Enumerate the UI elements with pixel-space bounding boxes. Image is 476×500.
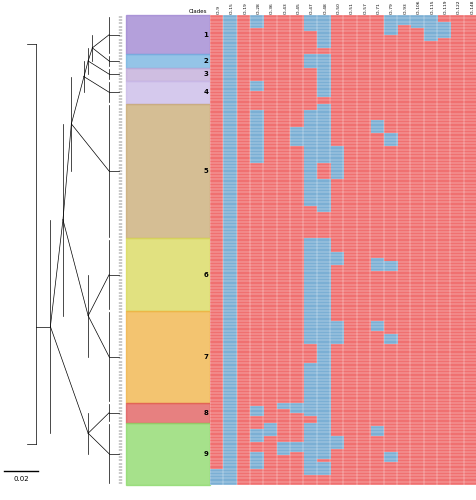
Text: Oi-71: Oi-71: [376, 2, 380, 14]
Text: 5: 5: [203, 168, 208, 174]
Text: Oi-36: Oi-36: [269, 2, 273, 14]
Text: 8: 8: [203, 410, 208, 416]
Text: Oi-15: Oi-15: [229, 2, 233, 14]
Bar: [126, 104, 209, 238]
Text: Oi-57: Oi-57: [363, 2, 367, 14]
Text: Oi-47: Oi-47: [309, 2, 313, 14]
Text: Oi-119: Oi-119: [443, 0, 446, 14]
Text: Oi-148: Oi-148: [469, 0, 473, 14]
Text: Oi-51: Oi-51: [349, 2, 353, 14]
Text: 9: 9: [203, 451, 208, 457]
Text: Oi-19: Oi-19: [243, 2, 247, 14]
Text: 7: 7: [203, 354, 208, 360]
Text: Oi-48: Oi-48: [323, 2, 327, 14]
Text: 3: 3: [203, 71, 208, 77]
Bar: [126, 238, 209, 311]
Bar: [126, 80, 209, 104]
Text: Oi-122: Oi-122: [456, 0, 460, 14]
Text: Oi-45: Oi-45: [296, 2, 300, 14]
Text: Clades: Clades: [188, 9, 207, 14]
Text: Oi-106: Oi-106: [416, 0, 420, 14]
Text: 1: 1: [203, 32, 208, 38]
Bar: [126, 54, 209, 68]
Bar: [126, 422, 209, 485]
Text: Oi-79: Oi-79: [389, 2, 393, 14]
Text: Oi-43: Oi-43: [283, 2, 287, 14]
Text: 0.02: 0.02: [13, 476, 29, 482]
Bar: [126, 15, 209, 54]
Text: Oi-115: Oi-115: [429, 0, 433, 14]
Text: Oi-9: Oi-9: [216, 5, 220, 14]
Bar: [126, 403, 209, 422]
Text: Oi-28: Oi-28: [256, 2, 260, 14]
Text: 2: 2: [203, 58, 208, 64]
Text: Oi-93: Oi-93: [403, 2, 407, 14]
Text: 6: 6: [203, 272, 208, 278]
Bar: [126, 68, 209, 80]
Text: Oi-50: Oi-50: [336, 2, 340, 14]
Text: 4: 4: [203, 89, 208, 95]
Bar: [126, 311, 209, 403]
